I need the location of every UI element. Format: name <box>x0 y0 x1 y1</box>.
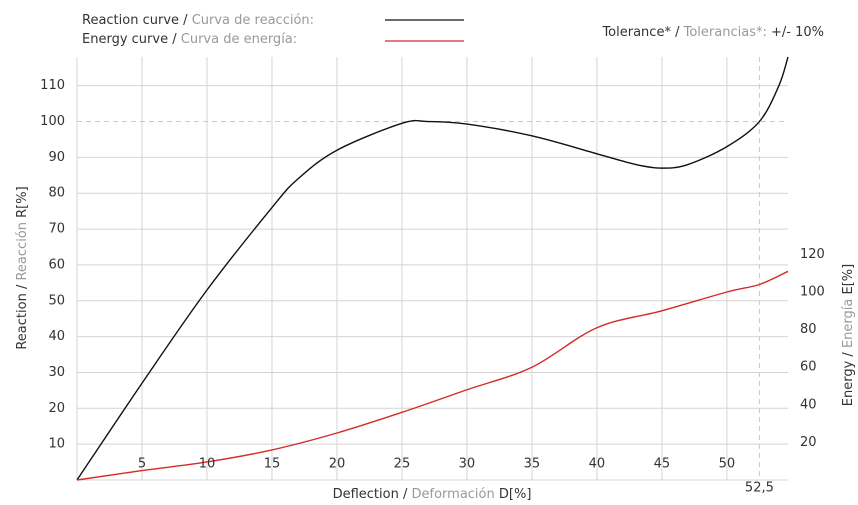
label-en: Reaction <box>15 293 30 349</box>
x-tick-label: 52,5 <box>745 481 774 496</box>
grid <box>77 57 788 480</box>
legend-en: Reaction curve <box>82 13 179 28</box>
legend-es: Curva de energía: <box>181 32 297 47</box>
y2-tick-label: 100 <box>800 285 825 300</box>
y2-tick-label: 60 <box>800 360 817 375</box>
y2-tick-label: 20 <box>800 435 817 450</box>
x-tick-label: 30 <box>459 457 476 472</box>
y-tick-label: 50 <box>48 293 65 308</box>
y2-tick-label: 120 <box>800 247 825 262</box>
tolerance-value: +/- 10% <box>771 25 824 40</box>
label-es: Deformación <box>412 487 495 502</box>
y-tick-label: 100 <box>40 114 65 129</box>
curve <box>76 56 789 481</box>
label-unit: D[%] <box>499 487 532 502</box>
label-es: Reacción <box>15 222 30 281</box>
y-tick-label: 110 <box>40 78 65 93</box>
y-tick-label: 20 <box>48 401 65 416</box>
tolerance: Tolerance* / Tolerancias*: +/- 10% <box>601 25 824 40</box>
label-unit: E[%] <box>841 264 856 295</box>
y-tick-label: 80 <box>48 186 65 201</box>
x-tick-label: 10 <box>199 457 216 472</box>
x-tick-label: 35 <box>524 457 541 472</box>
x-tick-label: 40 <box>589 457 606 472</box>
y2-axis-label: Energy / Energía E[%] <box>841 264 856 406</box>
legend-en: Energy curve <box>82 32 168 47</box>
y-tick-label: 30 <box>48 365 65 380</box>
x-tick-label: 50 <box>719 457 736 472</box>
curve <box>76 270 789 481</box>
y-tick-label: 70 <box>48 222 65 237</box>
legend-es: Curva de reacción: <box>192 13 314 28</box>
x-tick-label: 5 <box>138 457 146 472</box>
label-unit: R[%] <box>15 186 30 218</box>
tolerance-es: Tolerancias*: <box>683 25 767 40</box>
x-axis-label: Deflection / Deformación D[%] <box>333 487 532 502</box>
separator: / <box>841 352 856 357</box>
separator: / <box>183 13 188 28</box>
x-tick-label: 25 <box>394 457 411 472</box>
x-tick-label: 20 <box>329 457 346 472</box>
y-tick-label: 10 <box>48 437 65 452</box>
label-en: Deflection <box>333 487 399 502</box>
x-tick-label: 45 <box>654 457 671 472</box>
y-tick-label: 90 <box>48 150 65 165</box>
y2-tick-label: 40 <box>800 397 817 412</box>
separator: / <box>15 284 30 289</box>
separator: / <box>172 32 177 47</box>
y-tick-label: 40 <box>48 329 65 344</box>
marks <box>76 56 789 481</box>
separator: / <box>675 25 680 40</box>
y-axis-label: Reaction / Reacción R[%] <box>15 186 30 349</box>
y2-tick-label: 80 <box>800 322 817 337</box>
legend-label-1: Energy curve / Curva de energía: <box>82 32 297 47</box>
separator: / <box>403 487 408 502</box>
label-en: Energy <box>841 360 856 406</box>
x-tick-label: 15 <box>264 457 281 472</box>
legend-label-0: Reaction curve / Curva de reacción: <box>82 13 314 28</box>
tolerance-en: Tolerance* <box>601 25 671 40</box>
label-es: Energía <box>841 299 856 348</box>
y-tick-label: 60 <box>48 257 65 272</box>
